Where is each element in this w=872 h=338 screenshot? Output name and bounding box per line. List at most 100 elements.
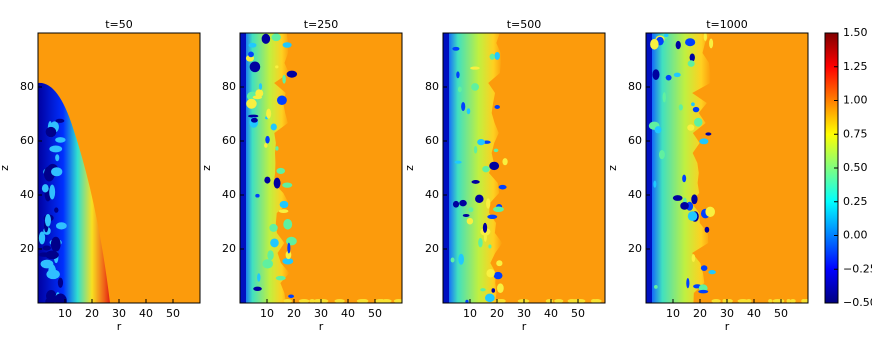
eddy xyxy=(704,226,710,233)
eddy xyxy=(689,53,695,62)
eddy xyxy=(255,193,260,198)
x-tick-label: 30 xyxy=(112,307,126,320)
floor-eddy xyxy=(356,299,368,303)
floor-eddy xyxy=(711,299,721,303)
y-tick-label: 80 xyxy=(628,80,642,93)
floor-eddy xyxy=(575,299,584,303)
eddy xyxy=(271,33,281,42)
eddy xyxy=(452,46,460,51)
eddy xyxy=(282,182,293,188)
eddy xyxy=(672,195,683,201)
x-tick-label: 50 xyxy=(368,307,382,320)
floor-eddy xyxy=(317,299,329,303)
eddy xyxy=(482,222,488,233)
eddy xyxy=(457,86,462,93)
eddy xyxy=(55,154,60,162)
eddy xyxy=(468,207,474,213)
eddy xyxy=(687,211,698,222)
eddy xyxy=(452,200,460,208)
floor-eddy xyxy=(283,299,293,303)
eddy xyxy=(44,213,51,227)
floor-eddy xyxy=(737,299,749,303)
eddy xyxy=(41,184,49,193)
eddy xyxy=(255,89,264,98)
panel-title: t=50 xyxy=(105,18,133,31)
eddy xyxy=(493,206,504,212)
x-tick-label: 50 xyxy=(166,307,180,320)
eddy xyxy=(493,148,499,153)
eddy xyxy=(483,232,487,242)
eddy xyxy=(502,158,508,166)
y-tick-label: 40 xyxy=(222,188,236,201)
eddy xyxy=(265,135,270,144)
eddy xyxy=(270,123,277,131)
eddy xyxy=(45,126,57,138)
eddy xyxy=(703,33,707,42)
eddy xyxy=(248,114,259,118)
eddy xyxy=(269,223,278,232)
eddy xyxy=(454,160,462,164)
eddy xyxy=(275,65,279,69)
eddy xyxy=(41,319,55,331)
eddy xyxy=(691,254,696,263)
eddy xyxy=(248,42,257,48)
eddy xyxy=(465,299,469,303)
floor-eddy xyxy=(790,299,796,303)
floor-eddy xyxy=(554,299,564,303)
eddy xyxy=(282,74,286,84)
x-tick-label: 10 xyxy=(666,307,680,320)
eddy xyxy=(665,74,672,81)
field-image xyxy=(38,33,200,331)
x-tick-label: 30 xyxy=(517,307,531,320)
eddy xyxy=(658,149,665,160)
colorbar-tick-label: 1.25 xyxy=(843,60,868,73)
y-tick-label: 60 xyxy=(222,134,236,147)
eddy xyxy=(484,293,495,303)
floor-eddy xyxy=(393,299,402,303)
eddy xyxy=(54,207,59,213)
floor-eddy xyxy=(497,299,506,303)
eddy xyxy=(680,202,689,210)
eddy xyxy=(276,95,287,106)
eddy xyxy=(257,273,261,282)
eddy xyxy=(51,167,63,177)
eddy xyxy=(45,297,55,303)
eddy xyxy=(286,236,297,246)
eddy xyxy=(250,117,258,123)
eddy xyxy=(48,264,56,278)
y-axis-label: z xyxy=(403,165,416,171)
field-image xyxy=(240,33,402,303)
jet-core xyxy=(646,33,652,303)
floor-eddy xyxy=(379,299,385,303)
eddy xyxy=(456,71,460,79)
x-tick-label: 40 xyxy=(139,307,153,320)
eddy xyxy=(488,244,492,249)
eddy xyxy=(246,98,257,109)
eddy xyxy=(55,137,66,143)
x-tick-label: 10 xyxy=(260,307,274,320)
floor-eddy xyxy=(722,299,727,303)
eddy xyxy=(275,275,286,281)
x-axis-label: r xyxy=(522,320,527,333)
x-tick-label: 50 xyxy=(774,307,788,320)
eddy xyxy=(283,218,293,230)
eddy xyxy=(49,184,56,200)
floor-eddy xyxy=(801,299,806,303)
eddy xyxy=(261,33,271,44)
y-tick-label: 60 xyxy=(628,134,642,147)
eddy xyxy=(270,238,279,248)
colorbar-tick-label: −0.50 xyxy=(843,296,872,309)
eddy xyxy=(673,72,681,78)
eddy xyxy=(264,176,271,184)
eddy xyxy=(675,40,681,50)
eddy xyxy=(486,269,495,278)
mixing-layer xyxy=(646,33,712,303)
eddy xyxy=(478,237,483,248)
floor-eddy xyxy=(590,299,597,303)
x-tick-label: 20 xyxy=(85,307,99,320)
field-image xyxy=(443,33,605,303)
y-tick-label: 60 xyxy=(20,134,34,147)
eddy xyxy=(482,165,490,173)
colorbar-tick-label: 1.00 xyxy=(843,94,868,107)
eddy xyxy=(678,104,683,111)
